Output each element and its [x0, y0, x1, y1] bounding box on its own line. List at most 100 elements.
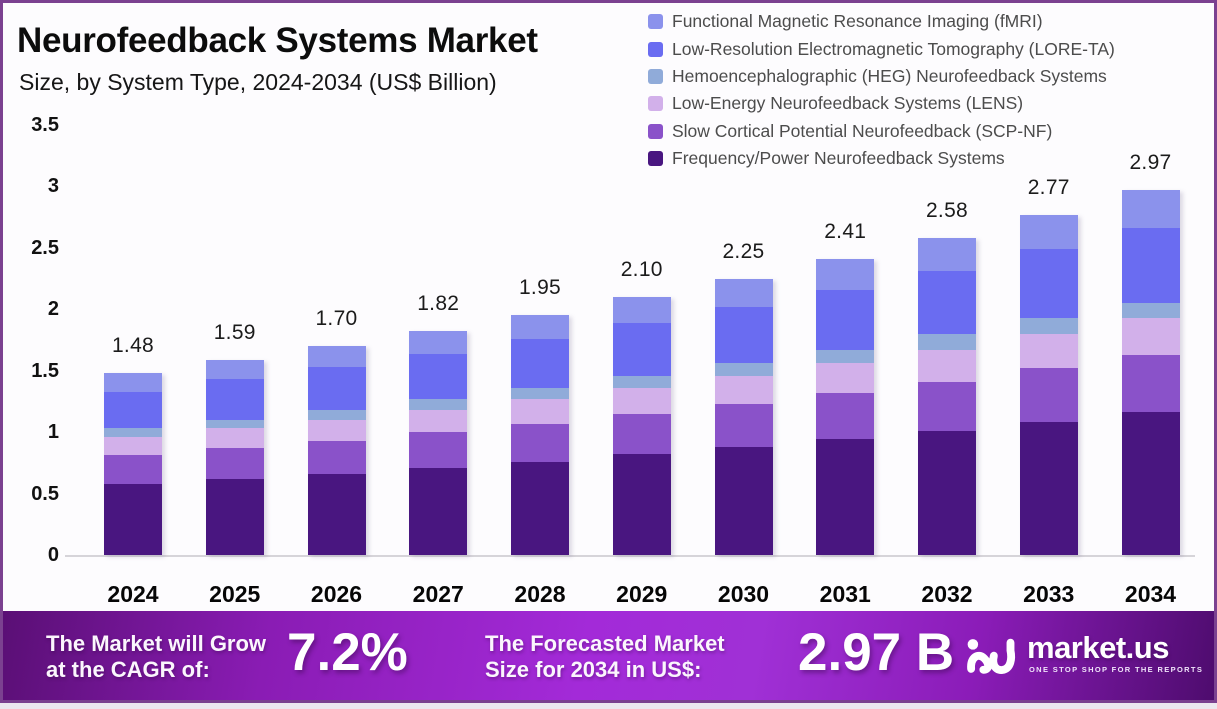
legend-item: Functional Magnetic Resonance Imaging (f…	[648, 8, 1208, 35]
bar-segment	[104, 373, 162, 392]
y-tick-label: 2	[47, 298, 59, 321]
bar-segment	[816, 289, 875, 350]
bar-segment	[307, 419, 366, 441]
bar-segment	[918, 349, 976, 382]
bar-segment	[307, 473, 366, 555]
bar-segment	[612, 322, 671, 376]
legend-label: Functional Magnetic Resonance Imaging (f…	[672, 11, 1043, 32]
forecast-label-line2: Size for 2034 in US$:	[485, 657, 702, 682]
bar-segment	[409, 398, 468, 410]
bar-value-label: 1.48	[111, 334, 155, 358]
stacked-bar-2025	[205, 359, 264, 555]
legend-label: Low-Energy Neurofeedback Systems (LENS)	[672, 93, 1024, 114]
legend-item: Frequency/Power Neurofeedback Systems	[648, 145, 1208, 172]
bottom-strip	[0, 703, 1217, 709]
legend-item: Low-Energy Neurofeedback Systems (LENS)	[648, 90, 1208, 117]
bar-segment	[714, 306, 773, 364]
bar-segment	[104, 391, 162, 429]
bar-segment	[1121, 354, 1180, 413]
x-axis-label: 2029	[616, 581, 668, 607]
bar-segment	[511, 423, 569, 462]
forecast-label-line1: The Forecasted Market	[485, 631, 725, 656]
bar-value-label: 2.97	[1129, 151, 1172, 175]
bar-segment	[714, 403, 773, 447]
y-tick-label: 3.5	[31, 114, 59, 136]
bar-segment	[816, 363, 875, 393]
bar-segment	[205, 379, 264, 420]
bar-segment	[205, 428, 264, 449]
bar-segment	[714, 278, 773, 307]
stacked-bar-2029	[612, 297, 671, 555]
bar-segment	[714, 446, 773, 555]
bar-segment	[612, 375, 671, 388]
market-us-logo-icon	[967, 638, 1016, 674]
bar-segment	[307, 346, 366, 368]
chart-legend: Functional Magnetic Resonance Imaging (f…	[648, 8, 1208, 172]
x-axis-label: 2030	[717, 581, 770, 607]
bar-segment	[918, 333, 976, 350]
stacked-bar-2031	[816, 258, 875, 555]
y-tick-label: 1	[47, 421, 59, 444]
bar-value-label: 1.59	[213, 320, 256, 344]
bar-segment	[409, 467, 468, 555]
stacked-bar-2027	[409, 331, 468, 555]
bar-segment	[409, 353, 468, 399]
bar-value-label: 2.77	[1027, 175, 1070, 199]
legend-swatch-icon	[648, 123, 663, 139]
bar-segment	[918, 430, 976, 555]
bar-value-label: 1.70	[315, 307, 358, 331]
bar-segment	[1019, 249, 1078, 318]
bar-segment	[307, 367, 366, 410]
legend-label: Slow Cortical Potential Neurofeedback (S…	[672, 120, 1053, 141]
legend-item: Slow Cortical Potential Neurofeedback (S…	[648, 118, 1208, 145]
bar-segment	[1121, 228, 1180, 304]
footer-banner: The Market will Grow at the CAGR of: 7.2…	[3, 611, 1214, 700]
bar-segment	[1019, 422, 1078, 555]
cagr-value: 7.2%	[287, 623, 408, 682]
bar-segment	[205, 359, 264, 380]
bar-value-label: 2.58	[925, 199, 969, 223]
bar-value-label: 1.82	[417, 292, 460, 316]
x-axis-label: 2034	[1124, 581, 1177, 607]
bar-segment	[1121, 412, 1180, 555]
bar-value-label: 2.25	[722, 239, 765, 263]
bar-segment	[1121, 190, 1180, 229]
bar-segment	[409, 331, 468, 354]
bar-segment	[918, 238, 976, 272]
y-tick-label: 2.5	[31, 236, 59, 259]
brand-name: market.us	[1027, 630, 1169, 665]
stacked-bar-2030	[714, 278, 773, 555]
bar-segment	[205, 419, 264, 429]
chart-subtitle: Size, by System Type, 2024-2034 (US$ Bil…	[19, 69, 497, 95]
bar-value-label: 1.95	[518, 276, 562, 300]
y-tick-label: 1.5	[31, 359, 59, 382]
bar-segment	[918, 271, 976, 334]
bar-segment	[511, 398, 569, 424]
bar-segment	[1019, 214, 1078, 250]
stacked-bar-2034	[1121, 190, 1180, 555]
bar-segment	[511, 338, 569, 388]
bar-segment	[714, 363, 773, 376]
stacked-bar-2032	[918, 238, 976, 555]
stacked-bar-2026	[307, 346, 366, 555]
x-axis-line	[65, 555, 1195, 557]
bar-segment	[1019, 333, 1078, 369]
x-axis-label: 2024	[107, 581, 159, 607]
forecast-value: 2.97 B	[798, 623, 955, 682]
x-axis-label: 2032	[921, 581, 973, 607]
legend-swatch-icon	[648, 96, 663, 112]
bar-segment	[409, 432, 468, 468]
bar-segment	[409, 410, 468, 433]
bar-segment	[816, 439, 875, 555]
forecast-label: The Forecasted Market Size for 2034 in U…	[485, 631, 725, 683]
y-tick-label: 3	[47, 175, 59, 198]
bar-segment	[511, 315, 569, 339]
bar-segment	[612, 387, 671, 414]
bar-segment	[307, 410, 366, 420]
brand-tagline: ONE STOP SHOP FOR THE REPORTS	[1029, 665, 1204, 674]
bar-segment	[104, 483, 162, 555]
bar-segment	[714, 375, 773, 404]
bar-segment	[612, 454, 671, 555]
brand-logo: market.us ONE STOP SHOP FOR THE REPORTS	[963, 611, 1208, 700]
